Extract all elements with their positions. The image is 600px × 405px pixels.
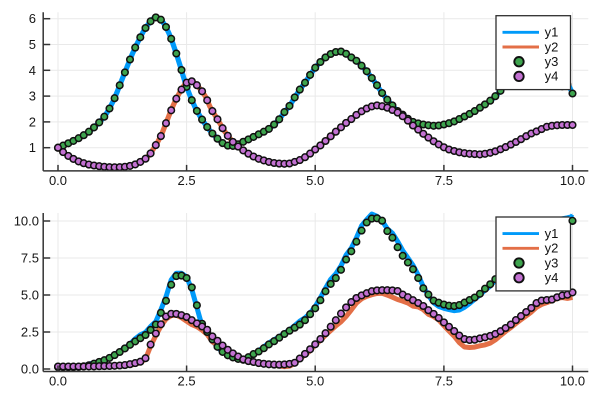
svg-text:6: 6 — [29, 11, 36, 26]
svg-text:5.0: 5.0 — [21, 288, 39, 303]
svg-text:5.0: 5.0 — [306, 173, 324, 188]
svg-text:2.5: 2.5 — [21, 325, 39, 340]
svg-text:2: 2 — [29, 114, 36, 129]
svg-text:y2: y2 — [545, 241, 559, 256]
svg-text:5: 5 — [29, 37, 36, 52]
svg-text:0.0: 0.0 — [21, 362, 39, 377]
svg-text:y3: y3 — [545, 54, 559, 69]
svg-text:7.5: 7.5 — [435, 173, 453, 188]
svg-text:y1: y1 — [545, 226, 559, 241]
svg-text:7.5: 7.5 — [21, 251, 39, 266]
svg-text:y4: y4 — [545, 69, 559, 84]
svg-text:y2: y2 — [545, 39, 559, 54]
svg-text:7.5: 7.5 — [435, 374, 453, 389]
svg-text:10.0: 10.0 — [560, 374, 585, 389]
svg-text:3: 3 — [29, 89, 36, 104]
svg-text:5.0: 5.0 — [306, 374, 324, 389]
svg-text:y4: y4 — [545, 270, 559, 285]
svg-text:0.0: 0.0 — [49, 173, 67, 188]
svg-text:2.5: 2.5 — [178, 173, 196, 188]
svg-text:10.0: 10.0 — [14, 214, 39, 229]
svg-text:2.5: 2.5 — [178, 374, 196, 389]
svg-text:y3: y3 — [545, 255, 559, 270]
svg-text:10.0: 10.0 — [560, 173, 585, 188]
svg-text:1: 1 — [29, 140, 36, 155]
svg-text:0.0: 0.0 — [49, 374, 67, 389]
svg-text:4: 4 — [29, 63, 36, 78]
svg-text:y1: y1 — [545, 25, 559, 40]
